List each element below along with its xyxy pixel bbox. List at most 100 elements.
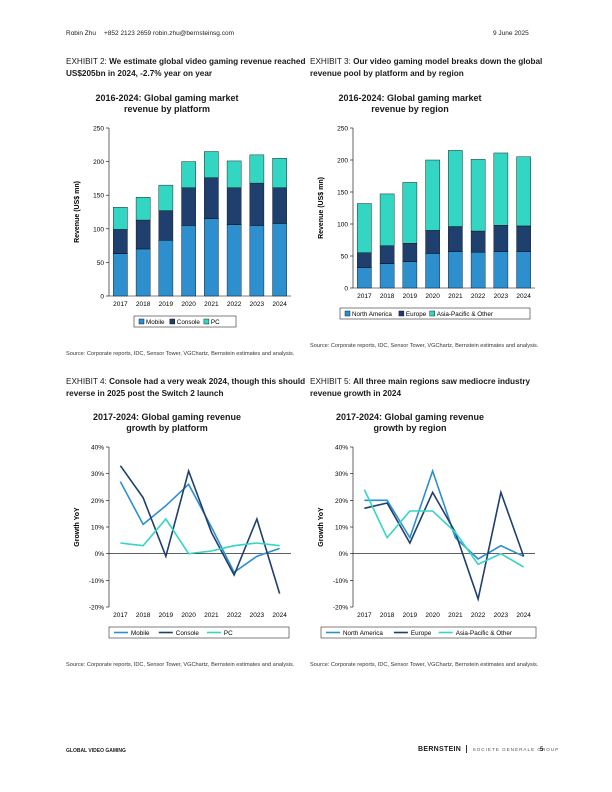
- exhibit-5-title: EXHIBIT 5: All three main regions saw me…: [310, 376, 560, 400]
- exhibit-3-title: EXHIBIT 3: Our video gaming model breaks…: [310, 56, 560, 80]
- x-tick-label: 2021: [204, 301, 219, 308]
- bar-mobile-2022: [226, 224, 242, 297]
- bar-mobile-2021: [204, 218, 219, 297]
- source-note-3: Source: Corporate reports, IDC, Sensor T…: [66, 662, 295, 668]
- x-tick-label: 2023: [494, 612, 509, 619]
- x-tick-label: 2024: [272, 612, 287, 619]
- legend-swatch: [398, 310, 405, 317]
- bar-asia-pacific-other-2018: [379, 193, 395, 246]
- legend-label: PC: [224, 630, 233, 637]
- bar-console-2022: [226, 187, 242, 225]
- legend-label: Mobile: [146, 319, 165, 326]
- y-axis-label: Growth YoY: [318, 507, 325, 547]
- exhibit-3-text: Our video gaming model breaks down the g…: [310, 57, 543, 78]
- y-axis-label: Revenue (US$ mn): [74, 181, 81, 243]
- chart-1-title: 2016-2024: Global gaming market revenue …: [95, 93, 239, 114]
- bar-mobile-2024: [272, 223, 287, 297]
- y-axis-label: Revenue (US$ mn): [318, 177, 325, 239]
- bar-mobile-2020: [181, 225, 196, 297]
- page-number: 5: [540, 747, 544, 753]
- footer-section-label: GLOBAL VIDEO GAMING: [66, 748, 126, 754]
- legend-swatch: [429, 310, 435, 317]
- bar-europe-2020: [425, 230, 440, 254]
- source-note-4: Source: Corporate reports, IDC, Sensor T…: [310, 662, 539, 668]
- legend-swatch: [344, 310, 351, 317]
- series-line-north-america: [364, 468, 524, 560]
- exhibit-4-title: EXHIBIT 4: Console had a very weak 2024,…: [66, 376, 316, 400]
- legend-label: PC: [211, 319, 220, 326]
- x-tick-label: 2018: [380, 293, 395, 300]
- y-tick-label: -20%: [89, 605, 104, 612]
- exhibit-3-label: EXHIBIT 3:: [310, 57, 354, 66]
- bar-europe-2021: [448, 226, 463, 252]
- y-axis-label: Growth YoY: [74, 507, 81, 547]
- x-tick-label: 2024: [272, 301, 287, 308]
- y-tick-label: 10%: [335, 525, 348, 532]
- y-tick-label: 250: [337, 126, 348, 133]
- legend-label: Console: [177, 319, 201, 326]
- footer-divider: [466, 745, 468, 753]
- y-tick-label: 50: [341, 254, 349, 261]
- y-tick-label: 20%: [91, 498, 104, 505]
- footer-tagline: SOCIETE GENERALE GROUP: [472, 746, 560, 752]
- x-tick-label: 2019: [403, 612, 418, 619]
- x-tick-label: 2022: [471, 612, 486, 619]
- y-tick-label: 0%: [95, 551, 105, 558]
- bar-mobile-2023: [249, 225, 265, 297]
- bar-console-2020: [181, 187, 196, 226]
- bar-console-2023: [249, 182, 265, 226]
- bar-asia-pacific-other-2017: [357, 203, 372, 253]
- legend-label: Europe: [411, 630, 432, 637]
- source-note-1: Source: Corporate reports, IDC, Sensor T…: [66, 351, 295, 357]
- x-tick-label: 2020: [425, 293, 440, 300]
- y-tick-label: 250: [93, 126, 104, 133]
- exhibit-2-text: We estimate global video gaming revenue …: [66, 57, 306, 78]
- bar-console-2019: [158, 210, 174, 241]
- legend-label: Asia-Pacific & Other: [437, 311, 493, 318]
- legend-swatch: [203, 318, 210, 325]
- y-tick-label: 200: [93, 159, 104, 166]
- x-tick-label: 2018: [136, 612, 151, 619]
- bar-north-america-2020: [425, 253, 440, 289]
- series-line-asia-pacific-other: [363, 489, 525, 568]
- legend-label: North America: [343, 630, 383, 637]
- y-tick-label: -10%: [89, 578, 104, 585]
- y-tick-label: 0%: [339, 551, 349, 558]
- bar-europe-2022: [470, 230, 486, 253]
- y-tick-label: 30%: [91, 471, 104, 478]
- bar-pc-2019: [158, 184, 174, 211]
- bar-europe-2019: [402, 242, 418, 262]
- series-line-europe: [364, 489, 525, 602]
- bar-console-2018: [135, 219, 151, 250]
- bar-console-2017: [113, 229, 128, 254]
- x-tick-label: 2023: [250, 301, 265, 308]
- legend-label: Europe: [406, 311, 427, 318]
- footer-brand: BERNSTEIN: [418, 745, 462, 753]
- x-tick-label: 2023: [250, 612, 265, 619]
- x-tick-label: 2023: [494, 293, 509, 300]
- y-tick-label: 40%: [335, 445, 348, 452]
- footer-brand-logo: BERNSTEIN SOCIETE GENERALE GROUP: [418, 745, 559, 753]
- bar-console-2024: [272, 187, 287, 224]
- series-line-console: [119, 465, 281, 594]
- x-tick-label: 2022: [471, 293, 486, 300]
- series-line-mobile: [119, 481, 280, 574]
- region-growth-chart: -20% -10% 0% 10% 20% 30% 40% Growth YoY 2017 2018…: [318, 445, 537, 639]
- author-contact: +852 2123 2659 robin.zhu@bernsteinsg.com: [104, 30, 235, 37]
- platform-growth-chart: -20% -10% 0% 10% 20% 30% 40% Growth YoY 2017 2018…: [74, 445, 291, 639]
- exhibit-5-text: All three main regions saw mediocre indu…: [310, 377, 531, 398]
- platform-revenue-chart: 0 50 100 150 200 250 Revenue (US$ mn) 2017 2018 2…: [74, 126, 291, 328]
- bar-north-america-2021: [448, 251, 463, 289]
- bar-console-2021: [204, 177, 219, 219]
- bar-pc-2021: [204, 151, 219, 178]
- exhibit-2-title: EXHIBIT 2: We estimate global video gami…: [66, 56, 316, 80]
- bar-asia-pacific-other-2019: [402, 182, 418, 244]
- chart-4-title: 2017-2024: Global gaming revenue growth …: [335, 412, 485, 433]
- y-tick-label: 30%: [335, 471, 348, 478]
- x-tick-label: 2018: [380, 612, 395, 619]
- x-tick-label: 2017: [113, 612, 128, 619]
- x-tick-label: 2017: [357, 612, 372, 619]
- y-tick-label: 50: [97, 260, 105, 267]
- bar-europe-2023: [493, 225, 509, 252]
- y-tick-label: 100: [93, 226, 104, 233]
